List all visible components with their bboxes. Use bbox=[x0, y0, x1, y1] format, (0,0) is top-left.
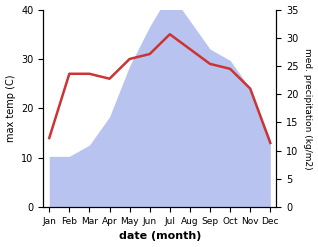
X-axis label: date (month): date (month) bbox=[119, 231, 201, 242]
Y-axis label: max temp (C): max temp (C) bbox=[5, 75, 16, 142]
Y-axis label: med. precipitation (kg/m2): med. precipitation (kg/m2) bbox=[303, 48, 313, 169]
